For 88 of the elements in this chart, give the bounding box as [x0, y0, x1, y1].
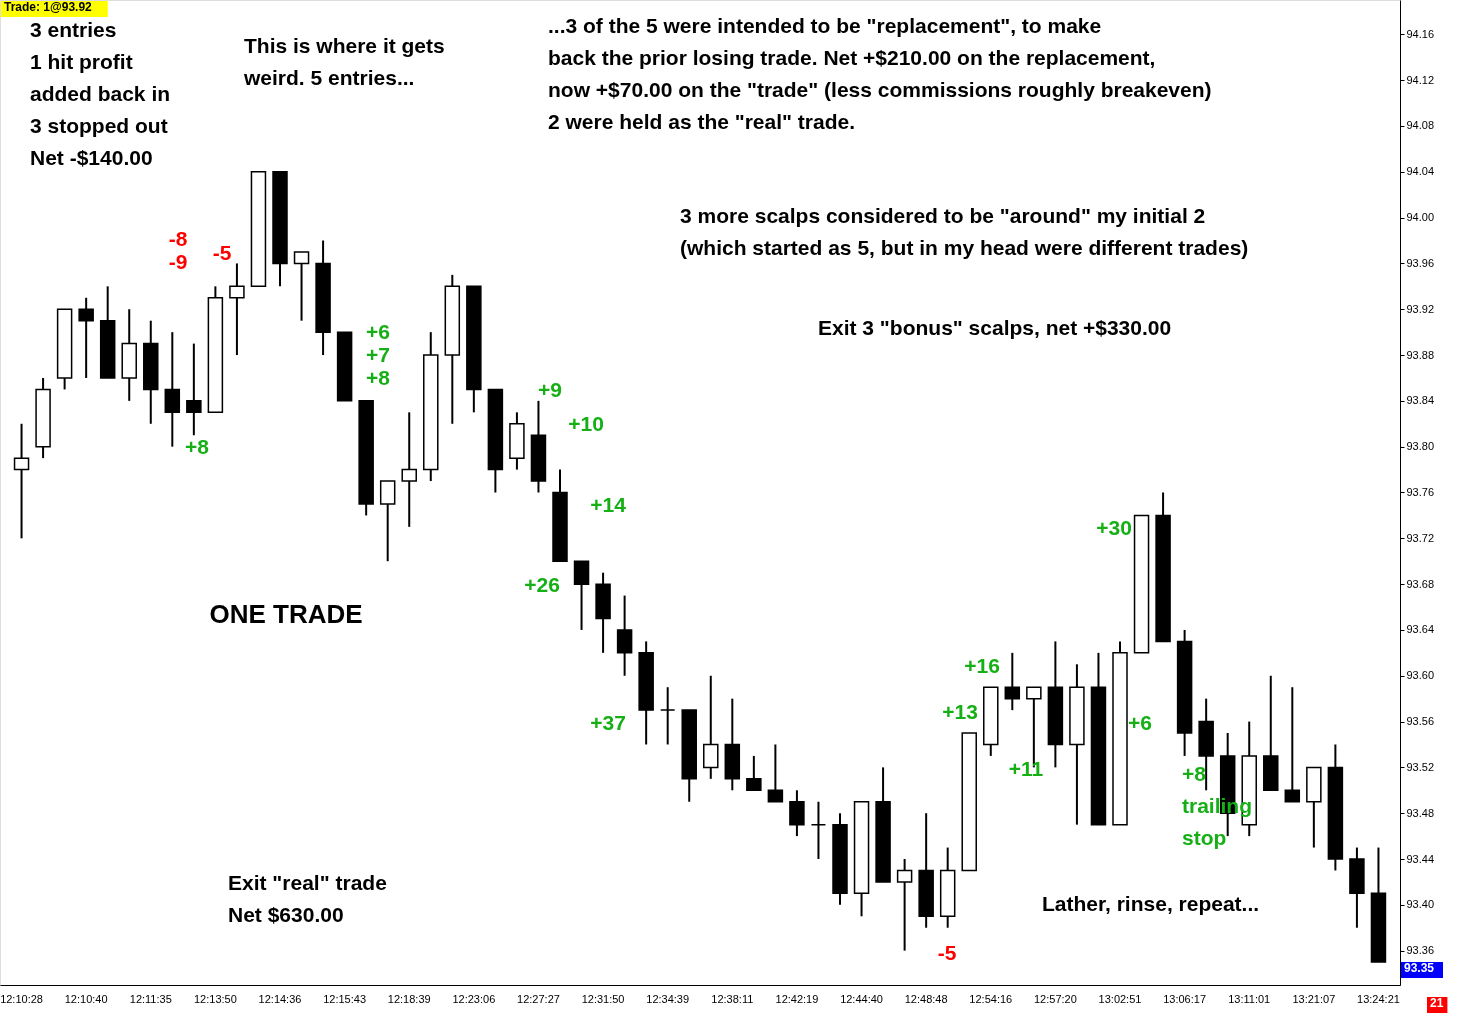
x-tick-label: 13:11:01 [1228, 992, 1271, 1005]
y-tick-label: 93.60 [1406, 669, 1435, 682]
candlestick [703, 674, 719, 780]
annotation: +13 [942, 700, 978, 723]
candlestick [573, 560, 590, 631]
y-tick-label: 94.16 [1406, 27, 1435, 40]
y-tick-label: 93.36 [1406, 944, 1435, 957]
candlestick [789, 789, 805, 838]
x-tick-label: 12:11:35 [129, 992, 172, 1005]
y-tick-label: 93.76 [1406, 486, 1435, 498]
x-tick-label: 12:10:40 [64, 992, 108, 1005]
y-tick-label: 93.64 [1406, 623, 1435, 636]
candlestick [293, 250, 310, 322]
annotation: +16 [964, 654, 1000, 677]
annotation: -5 [212, 241, 232, 264]
y-tick-label: 93.88 [1406, 348, 1435, 361]
y-tick-label: 93.80 [1406, 440, 1435, 453]
candlestick [379, 480, 396, 563]
annotation: +6 +7 +8 [366, 320, 391, 389]
x-tick-label: 12:15:43 [323, 992, 367, 1005]
annotation: +11 [1008, 757, 1044, 780]
candlestick [164, 331, 181, 448]
annotation: +9 [538, 378, 562, 401]
y-tick-label: 93.84 [1406, 394, 1435, 407]
y-tick-label: 93.56 [1406, 715, 1435, 728]
x-tick-label: 12:38:11 [711, 992, 754, 1005]
annotation: Exit "real" trade Net $630.00 [228, 871, 387, 926]
x-tick-label: 12:54:16 [969, 992, 1013, 1005]
text: 93.35 [1404, 961, 1435, 975]
x-tick-label: 12:23:06 [452, 992, 496, 1005]
candlestick [616, 594, 633, 677]
y-tick-label: 93.92 [1406, 302, 1435, 315]
candlestick [896, 858, 913, 952]
x-tick-label: 13:06:17 [1163, 992, 1207, 1005]
annotation: ...3 of the 5 were intended to be "replacement", to make back the prior losing trade. Net +$210.00 on the replacement, now +$70.00 on the "trade" (less commissions roughly breakeven) 2 were held as the "real" trade. [548, 14, 1212, 133]
candlestick [401, 411, 417, 528]
annotation: Trade: 1@93.92 [4, 0, 93, 14]
x-tick-label: 13:02:51 [1098, 992, 1142, 1005]
candlestick [1004, 651, 1021, 712]
candlestick [13, 422, 30, 540]
x-tick-label: 12:27:27 [517, 992, 560, 1005]
annotation: +6 [1128, 711, 1152, 734]
y-tick-label: 93.52 [1406, 760, 1435, 773]
annotation: ONE TRADE [209, 599, 363, 629]
annotation: +10 [568, 412, 604, 435]
y-tick-label: 93.72 [1406, 531, 1435, 544]
y-tick-label: 94.04 [1406, 165, 1435, 178]
y-tick-label: 93.40 [1406, 898, 1435, 911]
annotation: +37 [590, 711, 626, 734]
annotation: Exit 3 "bonus" scalps, net +$330.00 [818, 316, 1172, 339]
y-tick-label: 93.96 [1406, 256, 1435, 269]
candlestick [186, 342, 202, 437]
x-tick-label: 12:18:39 [387, 992, 431, 1005]
candlestick [746, 754, 762, 792]
x-tick-label: 12:10:28 [0, 992, 43, 1005]
x-tick-label: 12:48:48 [904, 992, 948, 1005]
x-tick-label: 12:44:40 [840, 992, 883, 1005]
y-tick-label: 93.68 [1406, 577, 1435, 590]
x-tick-label: 12:31:50 [581, 992, 625, 1005]
annotation: +26 [524, 573, 560, 596]
x-tick-label: 12:34:39 [646, 992, 690, 1005]
y-tick-label: 94.12 [1406, 73, 1435, 86]
candlestick [229, 262, 245, 357]
annotation: 3 entries 1 hit profit added back in 3 stopped out Net -$140.00 [30, 18, 171, 169]
y-tick-label: 93.44 [1406, 852, 1435, 865]
annotation: 3 more scalps considered to be "around" my initial 2 (which started as 5, but in my head were different trades) [680, 204, 1249, 259]
annotation: -8 -9 [168, 227, 188, 273]
y-tick-label: 94.00 [1406, 211, 1435, 224]
candlestick [767, 743, 784, 803]
y-tick-label: 93.48 [1406, 806, 1435, 819]
y-tick-label: 94.08 [1406, 119, 1435, 132]
annotation: +30 [1096, 516, 1132, 539]
text: 21 [1430, 996, 1444, 1010]
x-tick-label: 13:24:21 [1357, 992, 1400, 1005]
annotation: +8 [185, 435, 210, 458]
x-tick-label: 12:57:20 [1033, 992, 1077, 1005]
annotation: +14 [590, 493, 627, 516]
candlestick [659, 686, 676, 746]
x-tick-label: 12:42:19 [775, 992, 819, 1005]
annotation: This is where it gets weird. 5 entries... [243, 34, 445, 89]
candlestick [1284, 686, 1301, 803]
x-tick-label: 12:13:50 [193, 992, 237, 1005]
x-tick-label: 12:14:36 [258, 992, 302, 1005]
annotation: Lather, rinse, repeat... [1042, 892, 1260, 915]
x-tick-label: 13:21:07 [1292, 992, 1336, 1005]
annotation: -5 [937, 941, 957, 964]
candlestick [78, 296, 94, 379]
candlestick [810, 800, 827, 861]
